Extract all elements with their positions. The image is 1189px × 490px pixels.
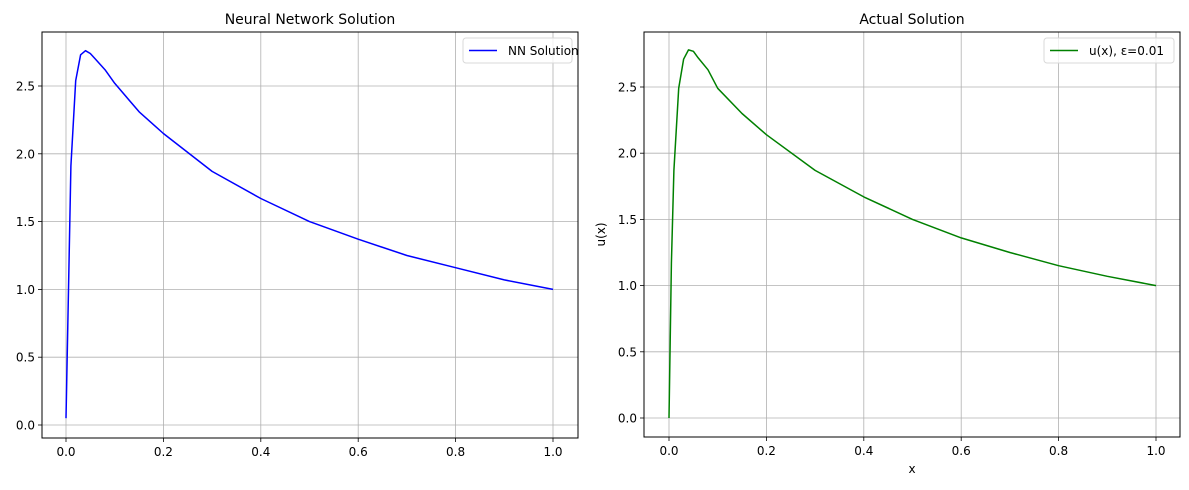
legend: u(x), ε=0.01 [1043,37,1175,64]
legend-label: u(x), ε=0.01 [1089,44,1164,58]
x-tick-label: 0.8 [446,445,465,459]
x-tick-label: 0.2 [757,444,776,458]
y-tick-label: 2.5 [16,80,35,94]
y-tick-label: 2.0 [618,147,637,161]
x-tick-label: 0.0 [56,445,75,459]
y-tick-label: 1.0 [16,283,35,297]
series-line [65,49,554,419]
x-tick-label: 0.4 [854,444,873,458]
y-tick-label: 0.5 [618,345,637,359]
axes-frame [41,31,579,439]
chart-title: Neural Network Solution [225,12,396,28]
chart-title: Actual Solution [859,12,964,28]
series-line [668,49,1157,419]
x-tick-label: 0.8 [1049,444,1068,458]
left-chart: 0.0 0.2 0.4 0.6 0.8 1.0 0.0 0.5 1.0 1.5 2.0 2.5 Neur… [16,12,579,459]
x-tick-label: 0.4 [251,445,270,459]
right-chart: 0.0 0.2 0.4 0.6 0.8 1.0 0.0 0.5 1.0 1.5 2.0 2.5 Actu… [594,12,1181,476]
x-tick-label: 0.6 [952,444,971,458]
y-tick-label: 0.0 [16,419,35,433]
x-tick-label: 0.6 [349,445,368,459]
y-tick-label: 1.5 [618,213,637,227]
y-tick-label: 1.0 [618,279,637,293]
y-tick-label: 2.0 [16,147,35,161]
y-tick-label: 2.5 [618,81,637,95]
grid [42,32,578,438]
x-tick-label: 1.0 [1146,444,1165,458]
y-tick-label: 0.5 [16,351,35,365]
x-axis-label: x [908,462,915,476]
y-tick-label: 0.0 [618,412,637,426]
x-tick-label: 1.0 [543,445,562,459]
axes-frame [643,31,1181,438]
legend: NN Solution [462,37,579,64]
legend-label: NN Solution [508,44,579,58]
x-tick-label: 0.2 [154,445,173,459]
grid [644,32,1180,437]
x-tick-label: 0.0 [659,444,678,458]
y-tick-label: 1.5 [16,215,35,229]
y-axis-label: u(x) [594,222,608,246]
